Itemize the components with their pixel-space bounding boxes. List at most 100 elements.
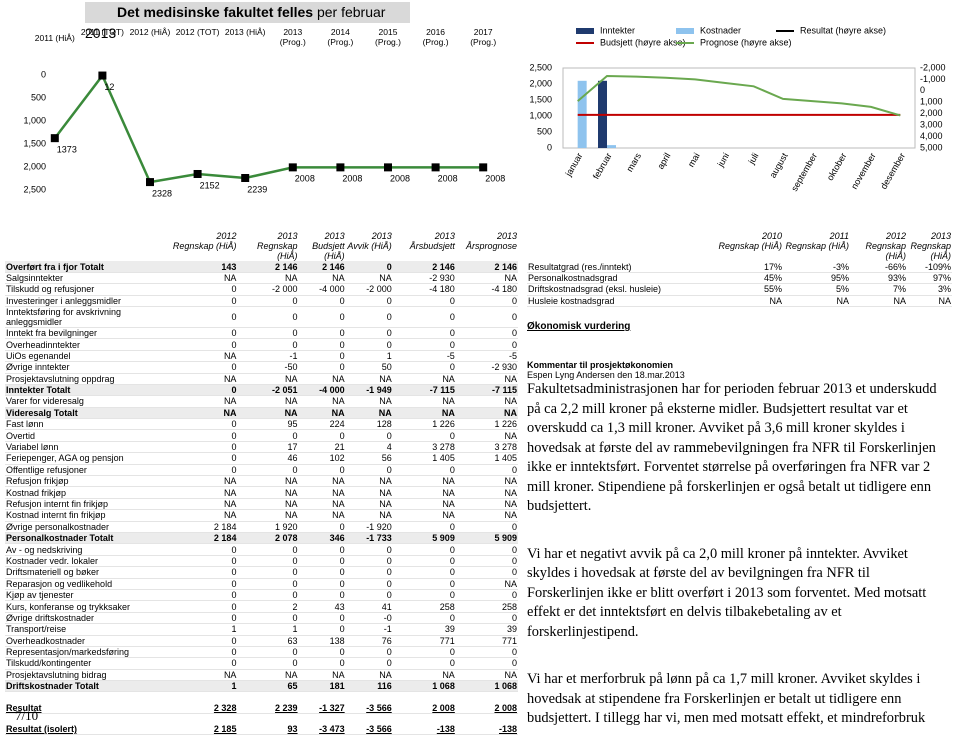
- cell: -1 733: [345, 532, 393, 545]
- cell: 0: [455, 589, 518, 602]
- table-row: Kostnader vedr. lokaler 0 0 0 0 0 0: [5, 555, 518, 568]
- cell: 0: [165, 657, 238, 670]
- cell: 5 909: [392, 532, 456, 545]
- cell: 0: [237, 306, 299, 328]
- x-tick-label: mai: [686, 151, 702, 169]
- cell: 346: [298, 532, 346, 545]
- cell: 0: [455, 521, 518, 534]
- cell: 0: [392, 464, 456, 477]
- cell: NA: [392, 498, 456, 511]
- data-label: 2008: [438, 174, 458, 184]
- table-row: Personalkostnader Totalt 2 184 2 078 346 -1 …: [5, 532, 518, 545]
- x-tick-label: 2016 (Prog.): [422, 27, 449, 47]
- y-tick-label: 500: [31, 92, 46, 102]
- cell: -50: [237, 361, 299, 374]
- cell: 0: [345, 327, 393, 340]
- cell: NA: [455, 498, 518, 511]
- cell: 0: [165, 555, 238, 568]
- data-label: 1373: [57, 145, 77, 155]
- cell: 0: [237, 612, 299, 625]
- line: [577, 74, 901, 117]
- table-row: Refusjon internt fin frikjøp NA NA NA NA NA NA: [5, 498, 518, 511]
- table-row: Driftskostnadsgrad (eksl. husleie) 55% 5% 7…: [527, 283, 952, 296]
- cell: NA: [165, 395, 238, 408]
- cell: 0: [345, 589, 393, 602]
- cell: 0: [165, 441, 238, 454]
- cell: 0: [165, 646, 238, 659]
- cell: 0: [237, 657, 299, 670]
- cell: -3 566: [345, 713, 393, 735]
- cell: 0: [455, 566, 518, 579]
- cell: 0: [345, 657, 393, 670]
- cell: NA: [783, 295, 850, 307]
- row-label: Variabel lønn: [5, 441, 166, 454]
- legend-label: Budsjett (høyre akse): [600, 37, 686, 47]
- cell: 0: [345, 578, 393, 590]
- row-label: Øvrige personalkostnader: [5, 521, 166, 534]
- cell: 97%: [907, 272, 952, 285]
- row-label: Kjøp av tjenester: [5, 589, 166, 602]
- row-label: Driftskostnadsgrad (eksl. husleie): [527, 283, 703, 296]
- cell: 0: [392, 646, 456, 659]
- cell: NA: [237, 486, 299, 499]
- cell: NA: [345, 272, 393, 285]
- table-row: Overført fra i fjor Totalt 143 2 146 2 146 0…: [5, 261, 518, 273]
- cell: NA: [392, 486, 456, 499]
- column-header: Årsprognose: [465, 241, 517, 252]
- cell: 0: [165, 452, 238, 465]
- y-tick-label: 1,500: [529, 94, 552, 104]
- table-row: Driftsmateriell og bøker 0 0 0 0 0 0: [5, 566, 518, 579]
- marker: [431, 163, 440, 172]
- cell: 1 068: [392, 680, 456, 693]
- row-label: Overtid: [5, 429, 166, 442]
- cell: 7%: [850, 283, 907, 296]
- cell: 0: [237, 589, 299, 602]
- cell: -1: [237, 350, 299, 363]
- cell: 2 008: [455, 691, 518, 714]
- cell: NA: [345, 509, 393, 522]
- x-tick-label: august: [768, 151, 790, 180]
- cell: NA: [345, 486, 393, 499]
- cell: 2 146: [455, 261, 518, 273]
- cell: NA: [165, 498, 238, 511]
- year-header: 2012: [216, 231, 237, 241]
- cell: 0: [237, 327, 299, 340]
- y-tick-label: 500: [537, 126, 552, 136]
- cell: NA: [237, 373, 299, 385]
- cell: 0: [298, 338, 346, 351]
- cell: 21: [298, 441, 346, 454]
- cell: -2 000: [345, 283, 393, 296]
- cell: 1: [165, 623, 238, 636]
- table-row: Øvrige inntekter 0 -50 0 50 0 -2 930: [5, 361, 518, 374]
- cell: 0: [392, 429, 456, 442]
- x-tick-label: 2013 (Prog.): [279, 27, 306, 47]
- cell: 4: [345, 441, 393, 454]
- row-label: Kurs, konferanse og trykksaker: [5, 600, 166, 613]
- y2-tick-label: 1,000: [920, 97, 943, 107]
- year-header: 2013: [324, 231, 345, 241]
- data-label: 2239: [247, 184, 267, 194]
- x-tick-label: oktober: [825, 151, 849, 182]
- cell: 46: [237, 452, 299, 465]
- y2-tick-label: 3,000: [920, 120, 943, 130]
- row-label: Inntekter Totalt: [5, 384, 166, 397]
- y-tick-label: 1,000: [23, 115, 46, 125]
- year-header: 2013: [930, 231, 951, 241]
- cell: 143: [165, 261, 238, 273]
- table-row: Overtid 0 0 0 0 0 NA: [5, 429, 518, 442]
- column-header: Regnskap (HiÅ): [172, 241, 237, 252]
- row-label: Inntektsføring for avskrivning anleggsmi…: [5, 306, 166, 328]
- y2-tick-label: 0: [920, 85, 925, 95]
- header-cell: [5, 231, 165, 241]
- cell: 0: [165, 306, 238, 328]
- cell: -4 180: [392, 283, 456, 296]
- assessment-heading: Økonomisk vurdering: [527, 321, 631, 332]
- table-row: Husleie kostnadsgrad NA NA NA NA: [527, 295, 952, 307]
- row-label: Driftsmateriell og bøker: [5, 566, 166, 579]
- table-row: Inntektsføring for avskrivning anleggsmi…: [5, 306, 518, 328]
- table-row: Driftskostnader Totalt 1 65 181 116 1 068 1 06…: [5, 680, 518, 693]
- cell: 0: [298, 657, 346, 670]
- cell: NA: [392, 407, 456, 420]
- row-label: Prosjektavslutning oppdrag: [5, 373, 166, 385]
- cell: 1: [165, 680, 238, 693]
